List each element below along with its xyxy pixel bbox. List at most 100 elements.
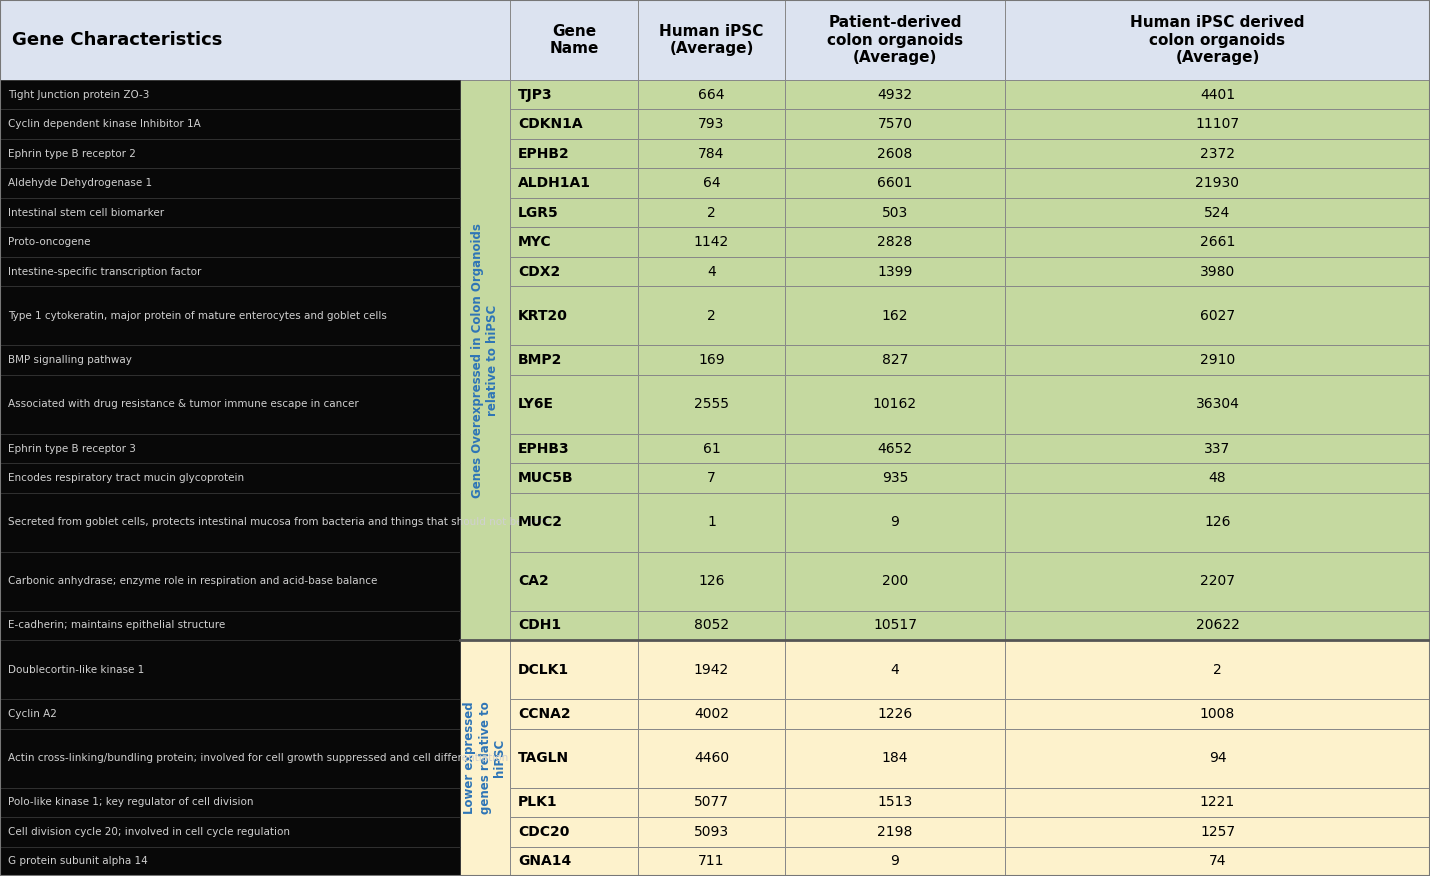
Bar (785, 228, 1005, 257)
Text: LGR5: LGR5 (518, 206, 559, 220)
Text: KRT20: KRT20 (518, 309, 568, 323)
Bar (1005, 375, 1430, 434)
Text: 664: 664 (698, 88, 725, 102)
Bar (0, 257, 460, 286)
Text: 2910: 2910 (1200, 353, 1236, 367)
Bar (638, 345, 785, 375)
Bar (785, 729, 1005, 788)
Text: TAGLN: TAGLN (518, 751, 569, 765)
Text: CDX2: CDX2 (518, 265, 561, 279)
Text: E-cadherin; maintains epithelial structure: E-cadherin; maintains epithelial structu… (9, 620, 226, 631)
Bar (785, 139, 1005, 168)
Bar (511, 80, 638, 110)
Bar (638, 168, 785, 198)
Text: TJP3: TJP3 (518, 88, 552, 102)
Bar (0, 345, 460, 375)
Text: 4002: 4002 (694, 707, 729, 721)
Text: 4: 4 (891, 662, 899, 676)
Bar (0, 139, 460, 168)
Bar (0, 492, 460, 552)
Text: 20622: 20622 (1195, 618, 1240, 632)
Bar (785, 611, 1005, 640)
Bar (1005, 463, 1430, 492)
Bar (638, 257, 785, 286)
Text: 827: 827 (882, 353, 908, 367)
Text: 1142: 1142 (694, 235, 729, 249)
Text: MUC5B: MUC5B (518, 471, 573, 485)
Text: 7570: 7570 (878, 117, 912, 131)
Text: 4932: 4932 (878, 88, 912, 102)
Text: 6601: 6601 (878, 176, 912, 190)
Bar (1005, 434, 1430, 463)
Bar (0, 168, 460, 198)
Text: 2207: 2207 (1200, 574, 1236, 588)
Bar (638, 611, 785, 640)
Text: Human iPSC derived
colon organoids
(Average): Human iPSC derived colon organoids (Aver… (1130, 15, 1304, 65)
Text: BMP2: BMP2 (518, 353, 562, 367)
Text: 36304: 36304 (1195, 398, 1240, 412)
Text: 935: 935 (882, 471, 908, 485)
Text: 74: 74 (1208, 854, 1227, 868)
Bar (460, 640, 511, 876)
Bar (511, 110, 638, 139)
Text: 5077: 5077 (694, 795, 729, 809)
Bar (0, 817, 460, 846)
Text: Genes Overexpressed in Colon Organoids
relative to hiPSC: Genes Overexpressed in Colon Organoids r… (470, 223, 499, 498)
Text: 2555: 2555 (694, 398, 729, 412)
Text: Ephrin type B receptor 3: Ephrin type B receptor 3 (9, 443, 136, 454)
Bar (785, 286, 1005, 345)
Text: Cyclin dependent kinase Inhibitor 1A: Cyclin dependent kinase Inhibitor 1A (9, 119, 200, 130)
Text: PLK1: PLK1 (518, 795, 558, 809)
Text: GNA14: GNA14 (518, 854, 571, 868)
Bar (638, 729, 785, 788)
Text: MUC2: MUC2 (518, 515, 563, 529)
Text: 1257: 1257 (1200, 825, 1236, 839)
Text: 2372: 2372 (1200, 146, 1236, 160)
Bar (1005, 198, 1430, 228)
Bar (638, 375, 785, 434)
Bar (0, 729, 460, 788)
Bar (0, 375, 460, 434)
Bar (638, 552, 785, 611)
Bar (511, 139, 638, 168)
Text: 10162: 10162 (872, 398, 917, 412)
Bar (1005, 492, 1430, 552)
Text: 1513: 1513 (878, 795, 912, 809)
Bar (511, 640, 638, 699)
Bar (0, 640, 460, 699)
Text: MYC: MYC (518, 235, 552, 249)
Text: Ephrin type B receptor 2: Ephrin type B receptor 2 (9, 149, 136, 159)
Bar (0, 434, 460, 463)
Bar (638, 640, 785, 699)
Text: 784: 784 (698, 146, 725, 160)
Bar (511, 198, 638, 228)
Text: BMP signalling pathway: BMP signalling pathway (9, 355, 132, 365)
Bar (1005, 286, 1430, 345)
Text: 126: 126 (1204, 515, 1231, 529)
Text: 2828: 2828 (878, 235, 912, 249)
Bar (511, 345, 638, 375)
Text: 7: 7 (706, 471, 716, 485)
Text: EPHB2: EPHB2 (518, 146, 569, 160)
Text: Proto-oncogene: Proto-oncogene (9, 237, 90, 247)
Text: Associated with drug resistance & tumor immune escape in cancer: Associated with drug resistance & tumor … (9, 399, 359, 409)
Bar (0, 611, 460, 640)
Bar (511, 257, 638, 286)
Text: 200: 200 (882, 574, 908, 588)
Text: Type 1 cytokeratin, major protein of mature enterocytes and goblet cells: Type 1 cytokeratin, major protein of mat… (9, 311, 388, 321)
Text: 2661: 2661 (1200, 235, 1236, 249)
Bar (1005, 817, 1430, 846)
Bar (1005, 139, 1430, 168)
Bar (511, 552, 638, 611)
Text: 4460: 4460 (694, 751, 729, 765)
Text: 10517: 10517 (872, 618, 917, 632)
Bar (638, 463, 785, 492)
Text: 9: 9 (891, 515, 899, 529)
Bar (511, 286, 638, 345)
Bar (511, 434, 638, 463)
Bar (1005, 640, 1430, 699)
Bar (511, 492, 638, 552)
Text: Polo-like kinase 1; key regulator of cell division: Polo-like kinase 1; key regulator of cel… (9, 797, 253, 808)
Text: 2: 2 (706, 309, 716, 323)
Bar (511, 729, 638, 788)
